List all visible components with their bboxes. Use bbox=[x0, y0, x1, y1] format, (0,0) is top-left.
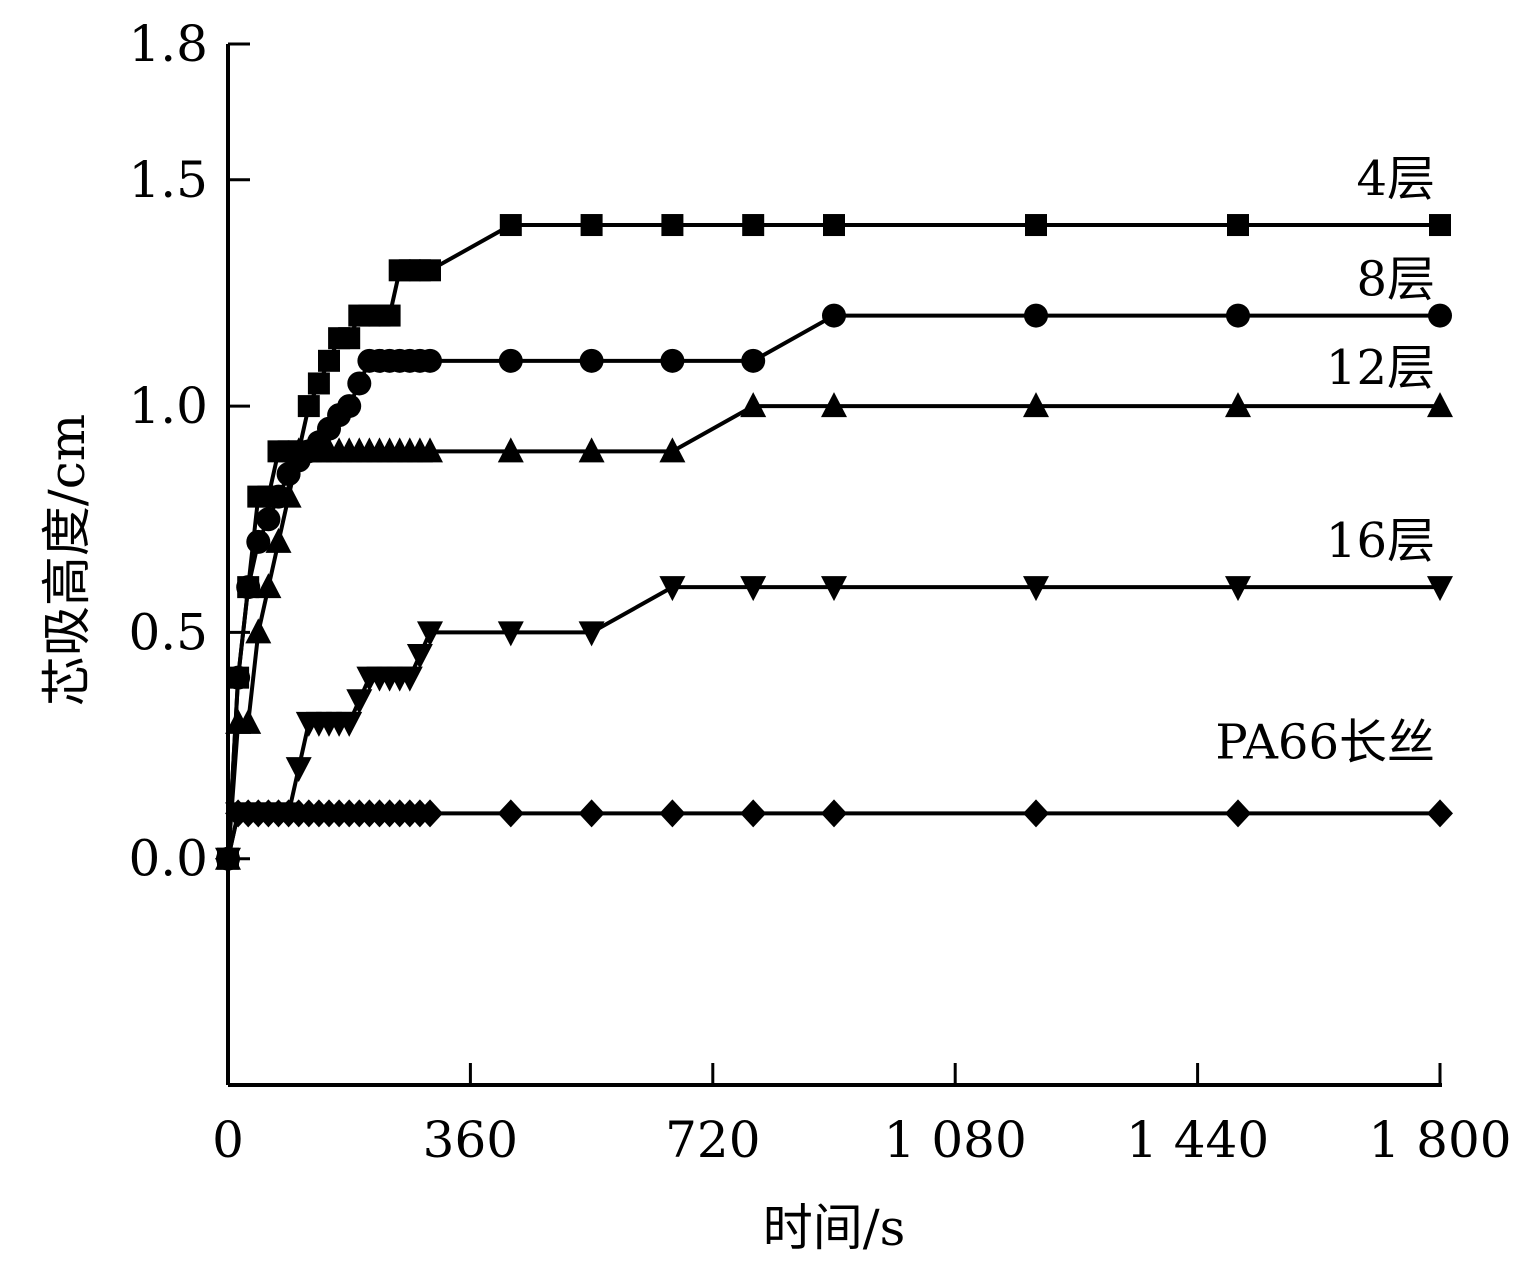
x-tick-label: 1 800 bbox=[1368, 1111, 1511, 1169]
marker-triangle-down bbox=[497, 621, 524, 647]
marker-triangle-up bbox=[740, 392, 767, 418]
marker-triangle-down bbox=[285, 757, 312, 783]
marker-triangle-up bbox=[275, 482, 302, 508]
marker-circle bbox=[1024, 303, 1048, 328]
marker-square bbox=[1429, 214, 1451, 237]
x-tick-label: 720 bbox=[665, 1111, 760, 1169]
marker-circle bbox=[660, 348, 685, 373]
series-label: 12层 bbox=[1326, 340, 1435, 396]
x-tick-label: 1 440 bbox=[1126, 1111, 1269, 1169]
marker-circle bbox=[246, 529, 271, 554]
marker-circle bbox=[1428, 303, 1452, 328]
marker-triangle-up bbox=[659, 437, 686, 463]
marker-triangle-up bbox=[1427, 392, 1453, 418]
marker-diamond bbox=[1427, 799, 1453, 828]
marker-triangle-down bbox=[821, 576, 847, 602]
marker-square bbox=[1025, 214, 1047, 237]
marker-square bbox=[823, 214, 845, 237]
marker-triangle-down bbox=[406, 644, 433, 670]
labels-layer: 4层 8层 12层 16层 PA66长丝 bbox=[1215, 151, 1435, 770]
marker-square bbox=[499, 214, 522, 237]
x-tick-label: 1 080 bbox=[884, 1111, 1027, 1169]
marker-triangle-up bbox=[417, 437, 443, 463]
marker-circle bbox=[579, 348, 604, 373]
marker-triangle-up bbox=[821, 392, 847, 418]
marker-triangle-down bbox=[336, 711, 363, 737]
y-tick-label: 0.0 bbox=[128, 830, 208, 888]
y-tick-label: 1.5 bbox=[128, 151, 208, 209]
marker-diamond bbox=[578, 799, 605, 828]
marker-triangle-up bbox=[245, 618, 272, 644]
marker-triangle-down bbox=[740, 576, 767, 602]
marker-square bbox=[580, 214, 603, 237]
marker-circle bbox=[226, 665, 251, 690]
marker-diamond bbox=[821, 799, 847, 828]
marker-circle bbox=[236, 575, 261, 600]
y-tick-label: 0.5 bbox=[128, 603, 208, 661]
marker-square bbox=[338, 327, 361, 350]
x-tick-label: 0 bbox=[212, 1111, 244, 1169]
marker-triangle-down bbox=[578, 621, 605, 647]
series-layer bbox=[215, 214, 1453, 873]
marker-diamond bbox=[740, 799, 767, 828]
x-tick-label: 360 bbox=[423, 1111, 518, 1169]
series-5 bbox=[215, 799, 1453, 873]
marker-diamond bbox=[497, 799, 524, 828]
series-line bbox=[226, 404, 1440, 859]
marker-triangle-up bbox=[497, 437, 524, 463]
series-label: 16层 bbox=[1326, 513, 1435, 569]
marker-triangle-up bbox=[1225, 392, 1251, 418]
series-3 bbox=[215, 392, 1453, 870]
marker-circle bbox=[822, 303, 846, 328]
marker-square bbox=[661, 214, 684, 237]
marker-triangle-down bbox=[659, 576, 686, 602]
series-label: 8层 bbox=[1356, 252, 1435, 308]
marker-square bbox=[742, 214, 765, 237]
marker-triangle-up bbox=[255, 573, 282, 599]
marker-triangle-down bbox=[417, 621, 443, 647]
marker-triangle-up bbox=[578, 437, 605, 463]
marker-square bbox=[318, 349, 340, 372]
marker-square bbox=[1227, 214, 1249, 237]
marker-triangle-up bbox=[265, 527, 292, 553]
series-label: 4层 bbox=[1356, 151, 1435, 207]
marker-square bbox=[297, 395, 320, 418]
series-1 bbox=[217, 214, 1451, 870]
y-tick-label: 1.8 bbox=[128, 15, 208, 73]
marker-diamond bbox=[215, 844, 241, 873]
marker-triangle-down bbox=[1023, 576, 1049, 602]
marker-diamond bbox=[659, 799, 686, 828]
y-axis-title: 芯吸高度/cm bbox=[38, 414, 96, 706]
marker-triangle-down bbox=[346, 689, 373, 715]
y-tick-label: 1.0 bbox=[128, 377, 208, 435]
marker-diamond bbox=[1023, 799, 1049, 828]
marker-circle bbox=[347, 371, 372, 396]
marker-circle bbox=[337, 394, 362, 419]
marker-triangle-up bbox=[1023, 392, 1049, 418]
axes: 0.0 0.5 1.0 1.5 1.8 0 360 720 1 080 1 440 1 800 时间/… bbox=[38, 15, 1512, 1257]
marker-circle bbox=[418, 348, 442, 373]
marker-circle bbox=[741, 348, 766, 373]
marker-square bbox=[307, 372, 330, 395]
marker-circle bbox=[498, 348, 523, 373]
x-axis-title: 时间/s bbox=[763, 1199, 906, 1257]
marker-triangle-down bbox=[396, 666, 423, 692]
marker-circle bbox=[256, 507, 281, 532]
marker-diamond bbox=[417, 799, 443, 828]
series-label: PA66长丝 bbox=[1215, 714, 1435, 770]
marker-circle bbox=[1226, 303, 1250, 328]
marker-square bbox=[378, 304, 401, 327]
marker-diamond bbox=[1225, 799, 1251, 828]
marker-triangle-down bbox=[1225, 576, 1251, 602]
marker-triangle-up bbox=[235, 708, 262, 734]
marker-triangle-down bbox=[1427, 576, 1453, 602]
marker-square bbox=[419, 259, 441, 282]
